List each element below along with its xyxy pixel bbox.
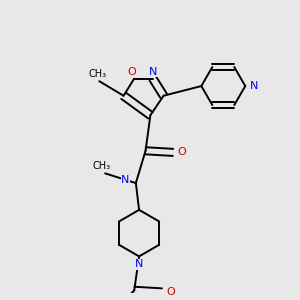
Text: N: N: [149, 67, 157, 77]
Text: O: O: [127, 67, 136, 77]
Text: O: O: [167, 287, 175, 297]
Text: CH₃: CH₃: [88, 69, 107, 79]
Text: N: N: [135, 260, 143, 269]
Text: N: N: [250, 81, 259, 91]
Text: N: N: [121, 175, 130, 185]
Text: CH₃: CH₃: [92, 161, 110, 171]
Text: O: O: [178, 147, 186, 158]
